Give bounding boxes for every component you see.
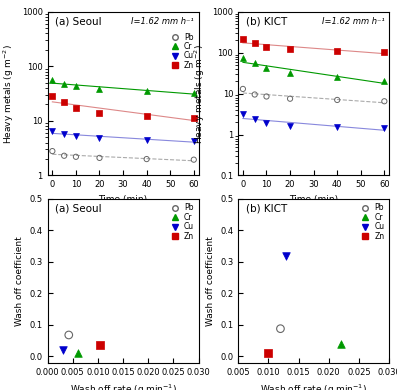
Point	[191, 138, 197, 144]
Point	[287, 123, 293, 129]
Legend: Pb, Cr, Cu, Zn: Pb, Cr, Cu, Zn	[166, 203, 195, 241]
X-axis label: Time (min): Time (min)	[289, 195, 338, 204]
Y-axis label: Heavy metals (g m$^{-2}$): Heavy metals (g m$^{-2}$)	[193, 44, 207, 144]
Point	[334, 48, 340, 54]
Text: (a) Seoul: (a) Seoul	[55, 204, 102, 214]
Point	[191, 115, 197, 121]
Legend: Pb, Cr, Cu, Zn: Pb, Cr, Cu, Zn	[357, 203, 385, 241]
Legend: Pb, Cr, Cu, Zn: Pb, Cr, Cu, Zn	[166, 32, 195, 71]
Y-axis label: Wash off coefficient: Wash off coefficient	[206, 236, 214, 326]
Point	[337, 341, 344, 347]
Point	[334, 74, 340, 80]
Point	[96, 110, 103, 116]
Point	[49, 128, 56, 134]
Point	[240, 55, 246, 62]
Point	[143, 156, 150, 162]
Text: (b) KICT: (b) KICT	[246, 17, 287, 27]
Point	[287, 70, 293, 76]
Point	[49, 148, 56, 154]
Point	[143, 137, 150, 143]
Point	[61, 99, 67, 105]
Point	[49, 77, 56, 83]
Point	[381, 125, 387, 131]
Point	[334, 124, 340, 131]
Point	[263, 120, 270, 126]
Point	[240, 36, 246, 43]
Point	[287, 96, 293, 102]
Text: (a) Seoul: (a) Seoul	[55, 17, 102, 27]
Point	[252, 40, 258, 46]
Point	[263, 93, 270, 99]
Point	[287, 46, 293, 53]
Point	[73, 154, 79, 160]
Point	[61, 131, 67, 137]
Point	[143, 112, 150, 119]
Point	[143, 88, 150, 94]
Point	[283, 252, 290, 259]
Point	[73, 105, 79, 112]
Point	[277, 326, 283, 332]
Point	[252, 116, 258, 122]
Text: I=1.62 mm h⁻¹: I=1.62 mm h⁻¹	[322, 17, 385, 26]
Text: (b) KICT: (b) KICT	[246, 204, 287, 214]
X-axis label: Wash off rate (g min$^{-1}$): Wash off rate (g min$^{-1}$)	[260, 382, 367, 390]
Point	[381, 49, 387, 55]
Point	[75, 350, 81, 356]
Point	[263, 44, 270, 50]
Point	[252, 60, 258, 66]
Point	[334, 97, 340, 103]
Point	[66, 332, 72, 338]
Point	[240, 111, 246, 117]
X-axis label: Time (min): Time (min)	[98, 195, 148, 204]
Y-axis label: Wash off coefficient: Wash off coefficient	[15, 236, 24, 326]
Y-axis label: Heavy metals (g m$^{-2}$): Heavy metals (g m$^{-2}$)	[2, 44, 16, 144]
Point	[96, 135, 103, 142]
Point	[381, 78, 387, 84]
Point	[252, 91, 258, 98]
Point	[96, 155, 103, 161]
Point	[381, 98, 387, 105]
Point	[97, 342, 104, 349]
Point	[61, 81, 67, 87]
Point	[265, 350, 272, 356]
Point	[73, 133, 79, 139]
Point	[191, 156, 197, 163]
Point	[263, 65, 270, 71]
Point	[49, 93, 56, 99]
Point	[191, 89, 197, 96]
Point	[240, 86, 246, 92]
Point	[96, 86, 103, 92]
Text: I=1.62 mm h⁻¹: I=1.62 mm h⁻¹	[131, 17, 194, 26]
Point	[61, 152, 67, 159]
Point	[73, 83, 79, 89]
X-axis label: Wash off rate (g min$^{-1}$): Wash off rate (g min$^{-1}$)	[69, 382, 177, 390]
Point	[60, 347, 66, 353]
